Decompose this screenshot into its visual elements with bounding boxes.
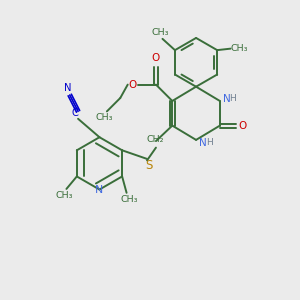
Text: CH₃: CH₃: [230, 44, 247, 53]
Text: O: O: [129, 80, 137, 90]
Text: CH₃: CH₃: [55, 191, 73, 200]
Text: H: H: [230, 94, 236, 103]
Text: S: S: [145, 159, 152, 172]
Text: CH₃: CH₃: [152, 28, 169, 37]
Text: N: N: [95, 185, 104, 195]
Text: O: O: [152, 53, 160, 64]
Text: CH₃: CH₃: [96, 113, 113, 122]
Text: O: O: [238, 121, 246, 130]
Text: C: C: [71, 108, 78, 118]
Text: N: N: [64, 83, 71, 93]
Text: CH₃: CH₃: [120, 195, 138, 204]
Text: N: N: [223, 94, 230, 103]
Text: H: H: [206, 138, 212, 147]
Text: CH₂: CH₂: [147, 135, 164, 144]
Text: N: N: [199, 138, 206, 148]
